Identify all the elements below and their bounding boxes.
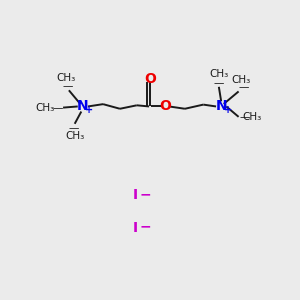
Text: CH₃: CH₃	[242, 112, 261, 122]
Text: I: I	[133, 221, 138, 235]
Text: −: −	[140, 187, 152, 201]
Text: CH₃: CH₃	[36, 103, 55, 112]
Text: +: +	[224, 105, 232, 115]
Text: —: —	[238, 82, 248, 92]
Text: —: —	[214, 78, 224, 88]
Text: —: —	[52, 103, 62, 112]
Text: −: −	[140, 220, 152, 234]
Text: —: —	[68, 123, 79, 133]
Text: CH₃: CH₃	[231, 74, 250, 85]
Text: O: O	[144, 72, 156, 86]
Text: —: —	[62, 81, 73, 91]
Text: I: I	[133, 188, 138, 203]
Text: O: O	[159, 100, 171, 113]
Text: CH₃: CH₃	[56, 73, 76, 83]
Text: N: N	[77, 100, 89, 113]
Text: CH₃: CH₃	[65, 131, 84, 141]
Text: CH₃: CH₃	[209, 69, 229, 80]
Text: N: N	[215, 100, 227, 113]
Text: —: —	[239, 112, 250, 122]
Text: +: +	[85, 105, 93, 115]
